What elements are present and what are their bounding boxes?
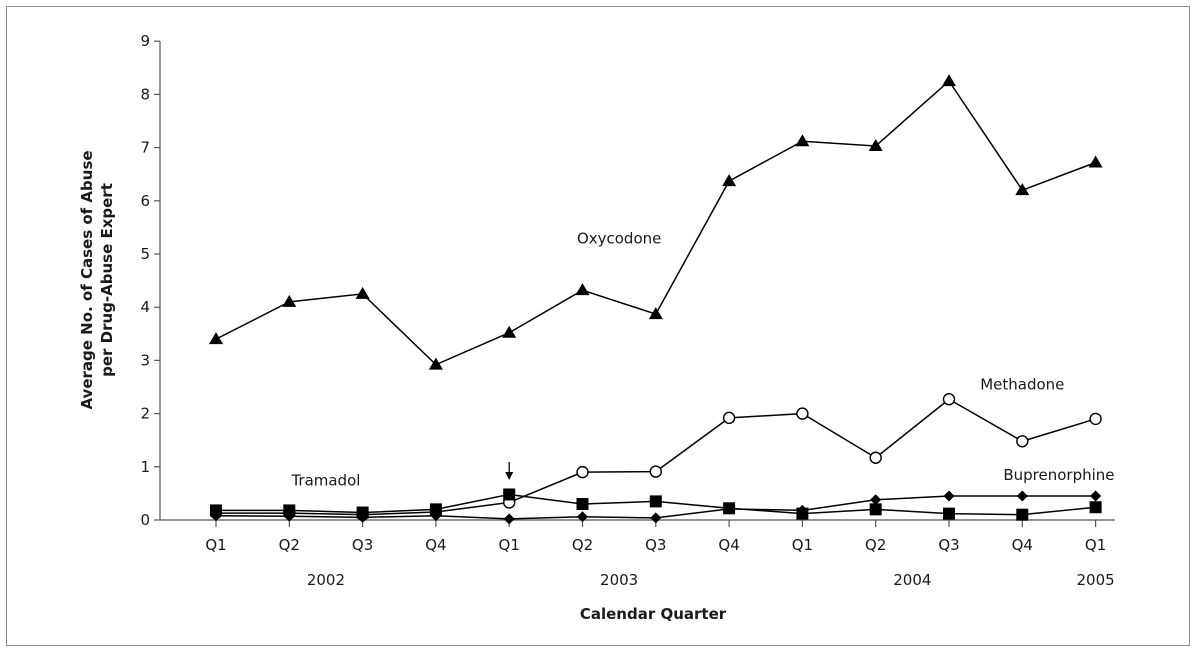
data-point-triangle xyxy=(209,332,223,345)
data-point-triangle xyxy=(942,74,956,87)
data-point-diamond xyxy=(723,503,735,515)
y-tick-label: 2 xyxy=(140,405,150,423)
data-point-diamond xyxy=(210,510,222,522)
data-point-square xyxy=(576,498,589,511)
series-label: Oxycodone xyxy=(577,229,661,247)
data-point-triangle xyxy=(722,174,737,187)
y-axis-title: Average No. of Cases of Abuse per Drug-Ab… xyxy=(78,150,116,409)
x-tick-label: Q4 xyxy=(718,536,739,554)
data-point-triangle xyxy=(1015,183,1030,196)
data-point-square xyxy=(1016,508,1029,521)
data-point-square xyxy=(869,503,882,516)
y-tick-label: 1 xyxy=(140,458,150,476)
y-axis-title-line: per Drug-Abuse Expert xyxy=(98,183,116,377)
data-point-square xyxy=(503,488,516,501)
x-tick-label: Q2 xyxy=(572,536,593,554)
x-tick-label: Q2 xyxy=(279,536,300,554)
x-tick-label: Q4 xyxy=(1012,536,1033,554)
data-point-diamond xyxy=(503,513,515,525)
data-point-diamond xyxy=(357,511,369,523)
series-label: Buprenorphine xyxy=(1003,466,1114,484)
data-point-diamond xyxy=(430,510,442,522)
data-point-circle xyxy=(869,451,882,464)
data-point-circle xyxy=(942,393,956,406)
y-tick-label: 9 xyxy=(140,32,150,50)
y-tick-label: 5 xyxy=(140,245,150,263)
year-label: 2004 xyxy=(893,571,931,589)
x-axis-title: Calendar Quarter xyxy=(580,605,727,623)
y-tick-label: 3 xyxy=(140,351,150,369)
series-line xyxy=(215,79,1096,366)
data-point-triangle xyxy=(1088,155,1103,168)
data-point-diamond xyxy=(796,504,808,516)
arrow-annotation-head xyxy=(505,472,514,480)
data-point-circle xyxy=(576,465,589,479)
y-tick-label: 6 xyxy=(140,192,150,210)
data-point-square xyxy=(429,503,442,516)
data-point-triangle xyxy=(868,139,883,152)
data-point-diamond xyxy=(1016,490,1028,502)
y-tick-label: 0 xyxy=(140,511,150,529)
x-tick-label: Q4 xyxy=(425,536,446,554)
data-point-triangle xyxy=(795,134,810,147)
y-tick-label: 4 xyxy=(140,298,150,316)
x-tick-label: Q1 xyxy=(205,536,226,554)
series-label: Methadone xyxy=(980,376,1064,394)
y-axis-title-line: Average No. of Cases of Abuse xyxy=(78,150,96,409)
data-point-circle xyxy=(649,465,662,478)
data-point-triangle xyxy=(648,307,663,320)
chart-frame xyxy=(6,6,1190,646)
data-point-square xyxy=(283,504,296,517)
data-point-square xyxy=(1089,501,1102,514)
data-point-triangle xyxy=(282,294,297,307)
x-tick-label: Q3 xyxy=(645,536,666,554)
year-label: 2002 xyxy=(307,571,345,589)
series-label: Tramadol xyxy=(290,471,360,489)
year-label: 2005 xyxy=(1077,571,1115,589)
data-point-diamond xyxy=(283,510,295,522)
year-label: 2003 xyxy=(600,571,638,589)
data-point-triangle xyxy=(502,325,517,338)
x-tick-label: Q2 xyxy=(865,536,886,554)
x-tick-label: Q3 xyxy=(938,536,959,554)
x-tick-label: Q3 xyxy=(352,536,373,554)
data-point-diamond xyxy=(943,490,955,502)
y-tick-label: 8 xyxy=(140,85,150,103)
data-point-triangle xyxy=(428,357,443,370)
data-point-circle xyxy=(796,407,809,420)
data-point-square xyxy=(943,507,955,520)
x-tick-label: Q1 xyxy=(499,536,520,554)
data-point-diamond xyxy=(577,511,588,523)
data-point-circle xyxy=(722,411,736,425)
data-point-diamond xyxy=(650,512,662,524)
x-tick-label: Q1 xyxy=(1085,536,1106,554)
data-point-diamond xyxy=(870,494,882,506)
y-tick-label: 7 xyxy=(140,139,150,157)
data-point-diamond xyxy=(1090,490,1102,502)
data-point-triangle xyxy=(355,286,370,299)
data-point-square xyxy=(649,495,662,508)
x-tick-label: Q1 xyxy=(792,536,813,554)
data-point-triangle xyxy=(575,283,590,296)
data-point-circle xyxy=(1089,412,1102,426)
data-point-circle xyxy=(1016,435,1029,448)
